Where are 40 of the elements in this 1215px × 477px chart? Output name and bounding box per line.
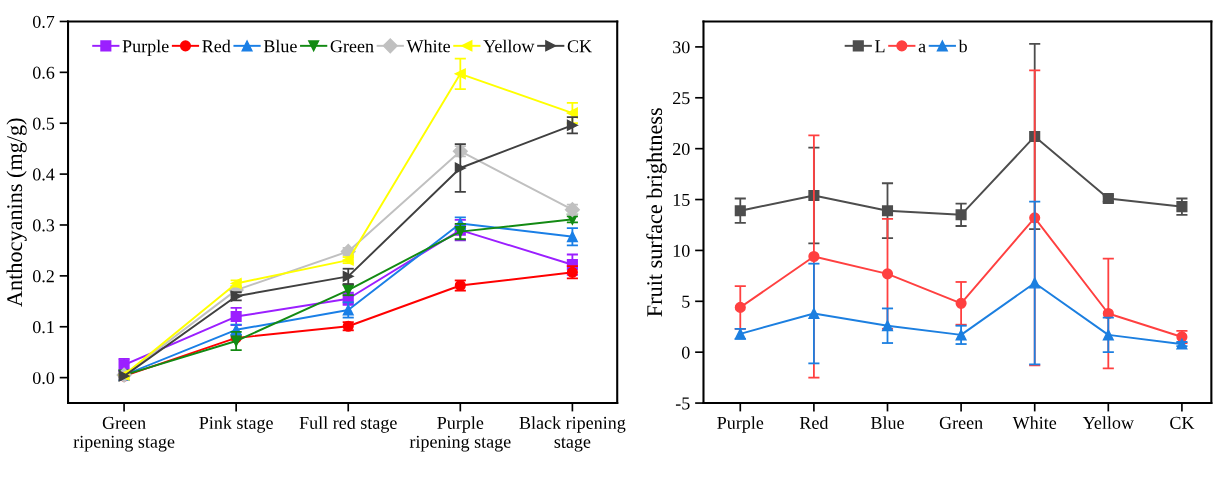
y-tick-label: 30: [673, 41, 690, 54]
legend-label: Green: [330, 40, 374, 53]
x-tick-label: Yellow: [1082, 416, 1134, 429]
legend-label: Yellow: [483, 39, 535, 53]
y-tick-label: 0.1: [32, 321, 54, 334]
legend-label: a: [918, 43, 926, 53]
x-tick-label: Red: [799, 416, 829, 429]
y-tick-label: 0.6: [32, 66, 55, 79]
y-tick-label: 10: [673, 244, 690, 257]
x-tick-label: Green ripening stage: [73, 416, 175, 452]
y-tick-label: 15: [673, 193, 690, 206]
y-axis-title: Anthocyanins (mg/g): [6, 118, 27, 307]
y-tick-label: 0.2: [32, 270, 54, 283]
y-tick-label: 0.4: [32, 168, 55, 181]
legend-label: CK: [567, 40, 592, 53]
x-tick-label: Black ripening stage: [519, 416, 626, 452]
x-tick-label: Blue: [870, 416, 904, 429]
legend-label: White: [406, 39, 451, 53]
y-tick-label: 5: [682, 295, 690, 308]
x-tick-label: CK: [1170, 416, 1195, 429]
legend-label: Purple: [122, 39, 169, 56]
x-tick-label: Pink stage: [199, 416, 273, 433]
y-tick-label: 0: [681, 346, 690, 359]
legend-label: b: [958, 39, 967, 53]
x-tick-label: Purple ripening stage: [409, 416, 511, 452]
legend-label: Red: [202, 39, 231, 53]
x-tick-label: White: [1012, 416, 1057, 430]
legend-label: L: [875, 40, 885, 53]
x-tick-label: Purple: [717, 416, 764, 433]
legend-label: Blue: [263, 39, 297, 53]
x-tick-label: Full red stage: [299, 416, 397, 433]
y-tick-label: 0.0: [32, 371, 55, 385]
y-tick-label: -5: [675, 397, 690, 410]
x-tick-label: Green: [939, 416, 983, 429]
y-tick-label: 0.3: [32, 219, 55, 232]
y-tick-label: 0.7: [32, 15, 55, 28]
y-tick-label: 25: [673, 92, 690, 105]
y-axis-title: Fruit surface brightness: [646, 108, 667, 317]
y-tick-label: 0.5: [32, 117, 55, 130]
y-tick-label: 20: [673, 142, 690, 156]
